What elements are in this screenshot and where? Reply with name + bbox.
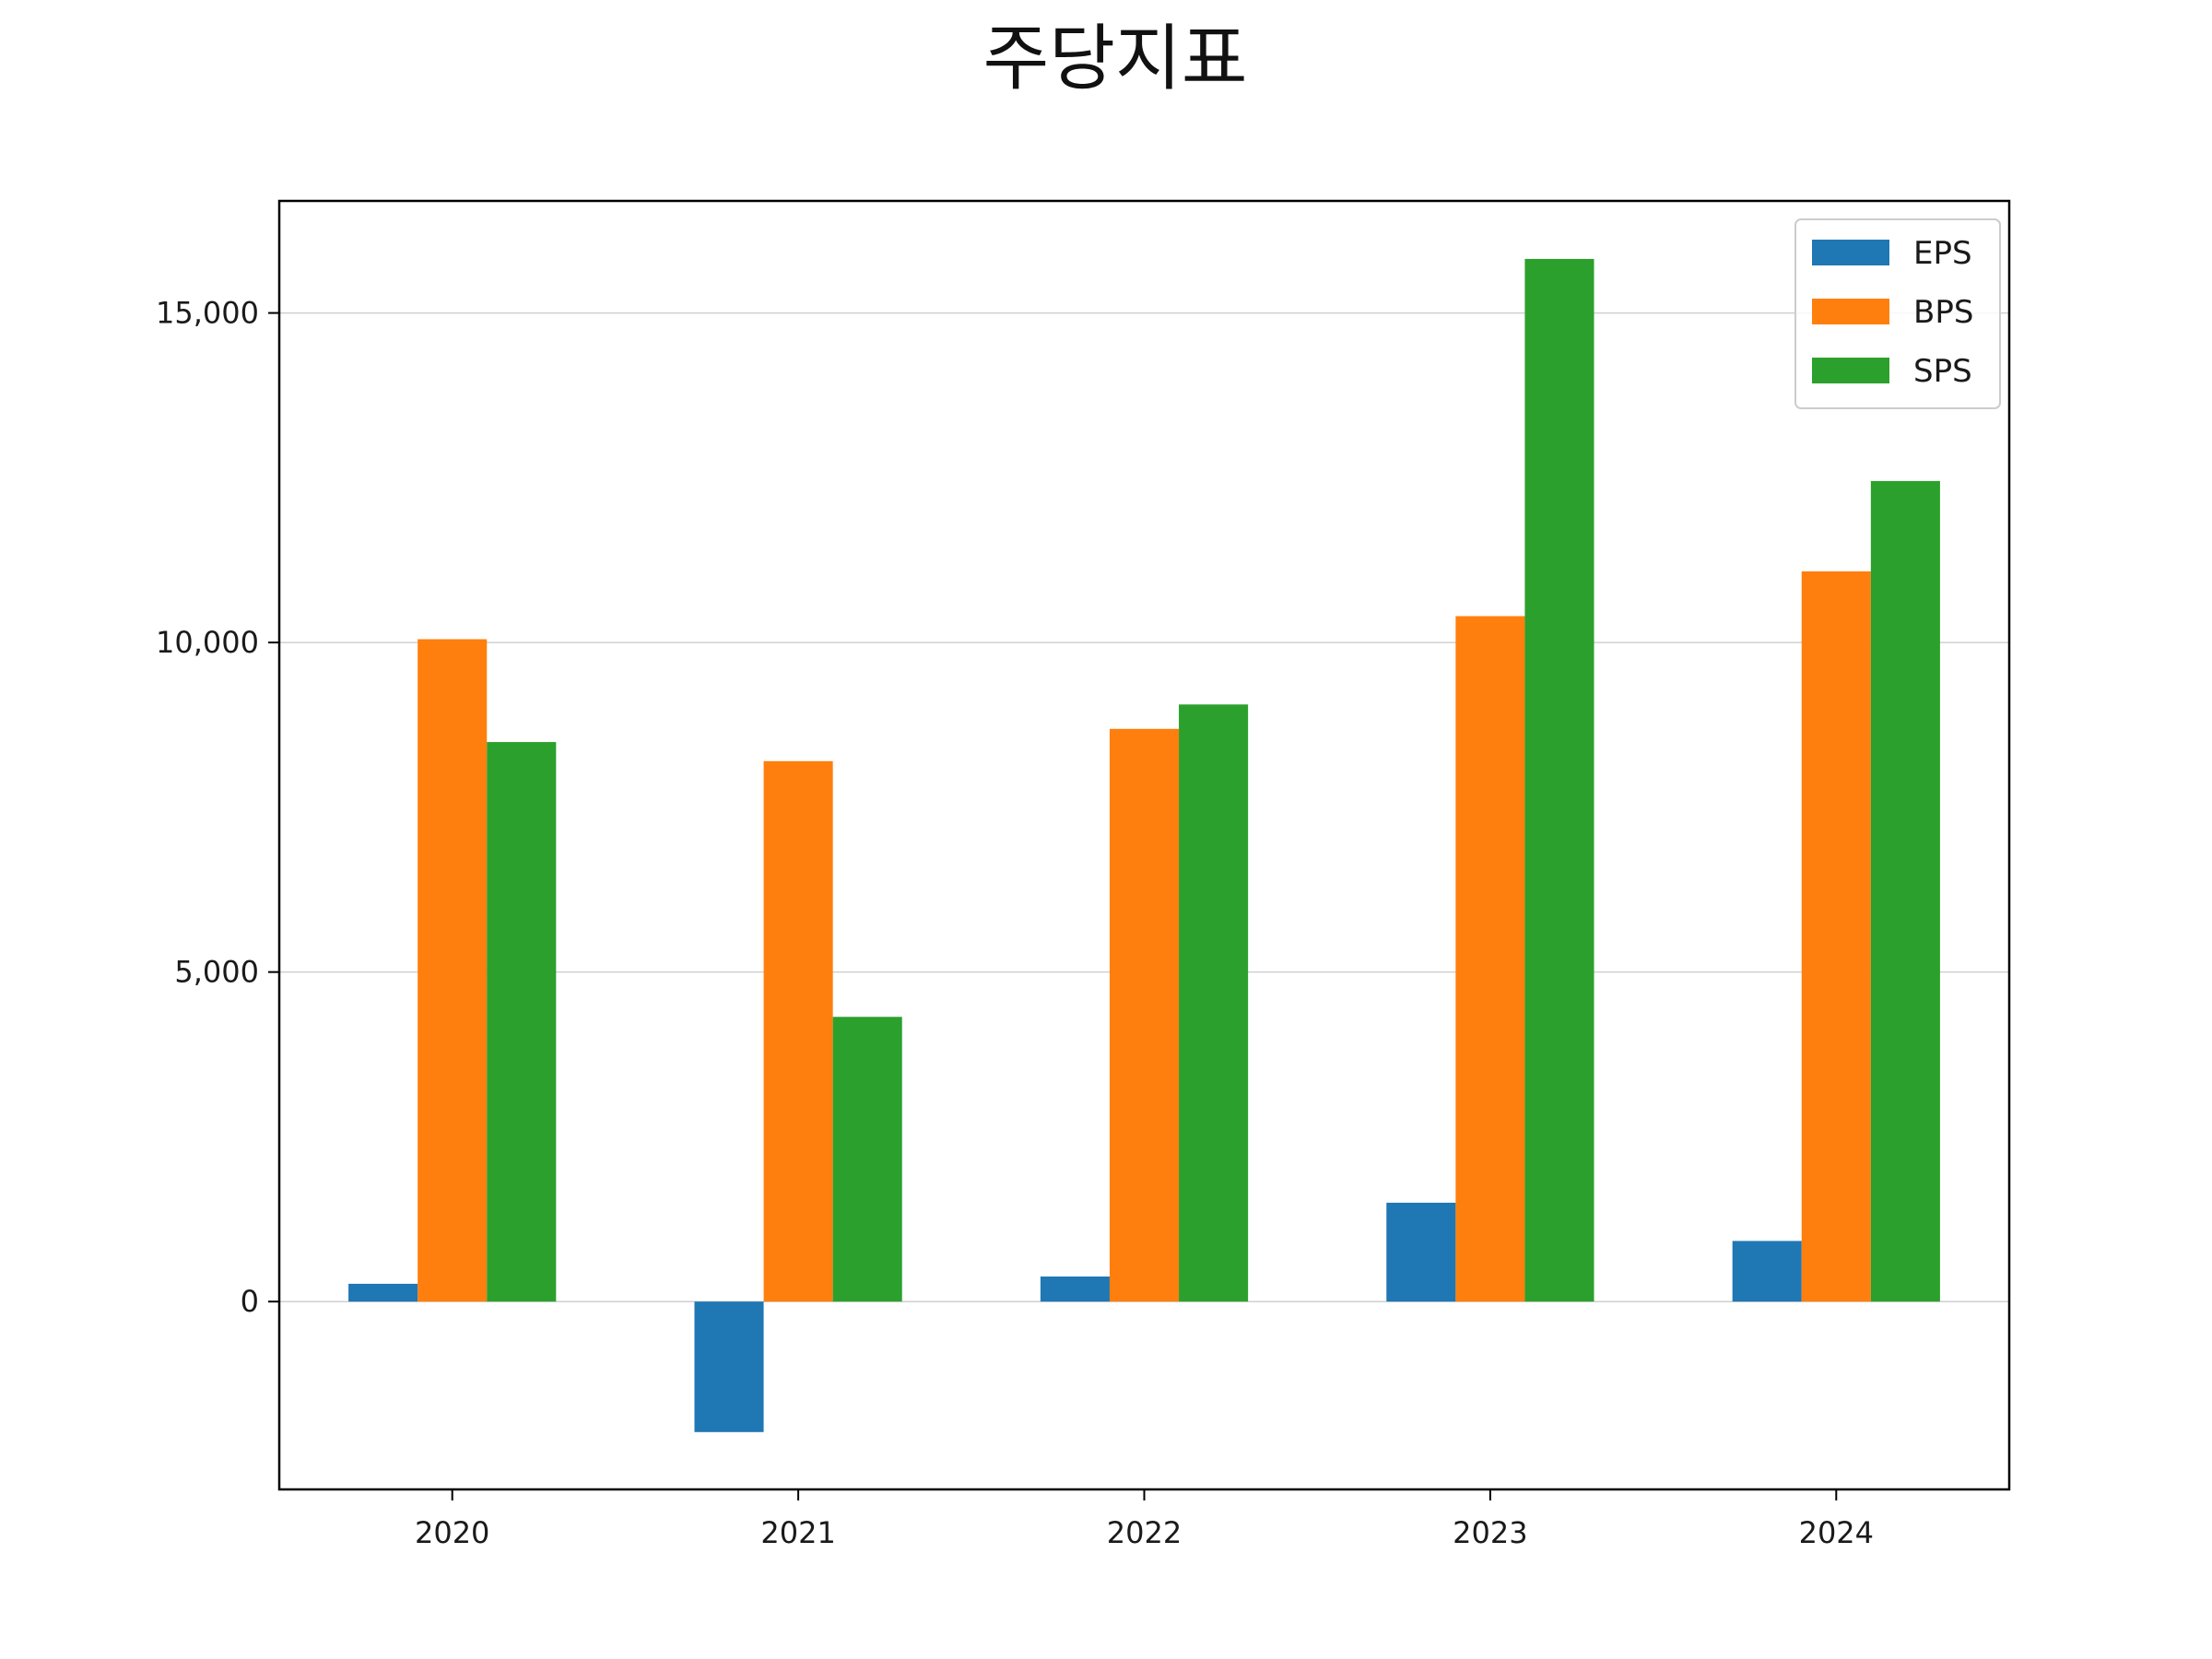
legend-swatch-eps (1812, 240, 1889, 265)
x-tick-label: 2024 (1799, 1515, 1874, 1550)
x-tick-label: 2022 (1107, 1515, 1182, 1550)
bar-sps-2023 (1524, 258, 1594, 1302)
legend-label-eps: EPS (1913, 235, 1972, 272)
bars (348, 258, 1940, 1432)
bar-sps-2021 (832, 1017, 902, 1302)
legend-swatch-sps (1812, 358, 1889, 383)
y-tick-label: 0 (241, 1284, 259, 1319)
x-tick-label: 2021 (760, 1515, 835, 1550)
y-axis: 0 5,000 10,000 15,000 (156, 296, 279, 1319)
bar-bps-2022 (1109, 728, 1180, 1302)
bar-eps-2021 (694, 1301, 764, 1432)
bar-bps-2023 (1455, 616, 1525, 1302)
y-tick-label: 15,000 (156, 296, 259, 331)
x-tick-label: 2020 (415, 1515, 489, 1550)
bar-bps-2021 (763, 760, 833, 1302)
bar-eps-2022 (1040, 1277, 1110, 1302)
bar-sps-2022 (1179, 704, 1249, 1302)
bar-eps-2020 (348, 1283, 418, 1302)
bar-bps-2020 (418, 639, 488, 1302)
y-tick-label: 10,000 (156, 625, 259, 660)
legend-label-bps: BPS (1913, 294, 1973, 331)
bar-eps-2024 (1732, 1241, 1802, 1302)
y-tick-label: 5,000 (174, 955, 259, 990)
bar-sps-2024 (1870, 480, 1940, 1302)
x-tick-label: 2023 (1453, 1515, 1527, 1550)
legend-swatch-bps (1812, 299, 1889, 324)
bar-sps-2020 (487, 742, 557, 1302)
x-axis: 2020 2021 2022 2023 2024 (415, 1489, 1874, 1550)
legend: EPS BPS SPS (1794, 218, 2001, 409)
bar-eps-2023 (1386, 1202, 1456, 1302)
chart-title: 주당지표 (982, 18, 1247, 100)
bar-bps-2024 (1801, 571, 1871, 1302)
legend-label-sps: SPS (1913, 353, 1972, 390)
